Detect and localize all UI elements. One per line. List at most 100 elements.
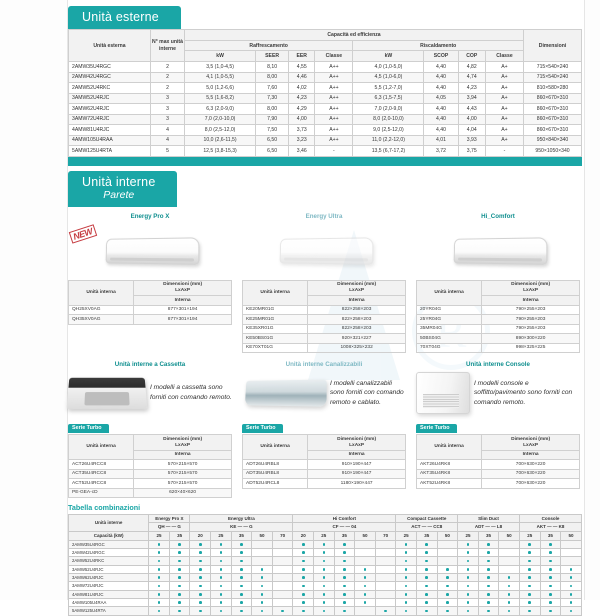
compatibility-dot-icon — [528, 609, 532, 613]
comb-cell — [395, 564, 417, 574]
combinations-table-head: Unità interne Energy Pro X Energy Ultra Hi … — [67, 513, 583, 541]
table-row: 4AMW81U4RJC 4 8,0 (2,5-12,0) 7,50 3,73 A++ 9,0… — [68, 124, 582, 136]
compatibility-dot-icon — [198, 551, 202, 554]
indoor-unit-code: AKT26U4RK8 — [415, 459, 483, 470]
comb-cell — [168, 589, 191, 599]
wall-mounted-unit-icon — [453, 237, 548, 265]
compatibility-dot-icon — [466, 576, 470, 580]
outdoor-dimensions: 860×670×310 — [523, 113, 582, 126]
comb-cell — [210, 572, 232, 583]
th-comb-group: Energy Ultra — [189, 513, 294, 524]
comb-cell — [354, 581, 376, 591]
outdoor-heating-class: A+ — [484, 113, 525, 126]
type-unit-image — [66, 370, 148, 416]
wall-mounted-unit-icon — [279, 237, 374, 265]
comb-outdoor-unit-code: 2AMW52U4RKC — [67, 556, 150, 566]
type-2-dimensions-table: Unità interna Dimensioni (mm) LxAxP Interna… — [415, 434, 580, 489]
outdoor-seer: 6,50 — [255, 145, 290, 157]
indoor-unit-code: KE35XR01G — [241, 323, 309, 335]
outdoor-dimensions: 950×1050×340 — [523, 145, 582, 157]
outdoor-scop: 4,05 — [423, 92, 459, 105]
wall-card-title: Hi_Comfort — [481, 212, 515, 220]
compatibility-dot-icon — [301, 593, 305, 596]
th-comb-group-code: ADT — — L8 — [457, 522, 520, 532]
comb-cell — [354, 556, 376, 566]
outdoor-dimensions: 860×670×310 — [523, 92, 582, 105]
table-row: AKT35U4RK8 700×630×220 — [415, 468, 580, 480]
compatibility-dot-icon — [240, 584, 243, 588]
compatibility-dot-icon — [528, 601, 532, 605]
comb-outdoor-unit-code: 3AMW52U4RJC — [67, 564, 150, 574]
outdoor-max-units: 4 — [150, 124, 185, 136]
comb-cell — [189, 581, 212, 591]
table-row: PE-GEA-cD 620×40×620 — [67, 487, 232, 499]
compatibility-dot-icon — [466, 551, 470, 554]
compatibility-dot-icon — [425, 609, 429, 613]
outdoor-cop: 4,23 — [457, 82, 486, 94]
comb-cell — [271, 581, 294, 591]
outdoor-heating-kw: 8,0 (2,0-10,0) — [352, 113, 425, 126]
comb-cell — [354, 564, 376, 574]
outdoor-dimensions: 715×540×240 — [523, 61, 582, 73]
outdoor-max-units: 3 — [150, 113, 185, 126]
wall-unit-cards: Energy Pro X NEW Unità interna Dimensioni (… — [67, 212, 584, 354]
compatibility-dot-icon — [301, 568, 305, 571]
compatibility-dot-icon — [507, 593, 511, 596]
compatibility-dot-icon — [240, 559, 243, 563]
table-row: ACT35U4RCC8 570×215×570 — [67, 468, 232, 480]
outdoor-heating-class: A+ — [484, 92, 525, 105]
th-indoor-dimensions: Dimensioni (mm) LxAxP — [481, 279, 580, 297]
comb-cell — [560, 539, 582, 549]
comb-cell — [560, 606, 582, 616]
table-row: 2AMW52U4RKC 2 5,0 (1,2-6,6) 7,60 4,02 A++ 5,5 … — [68, 82, 582, 94]
comb-cell — [333, 547, 356, 558]
combinations-table: Unità interne Energy Pro X Energy Ultra Hi … — [67, 513, 583, 616]
outdoor-scop: 3,72 — [423, 145, 459, 157]
outdoor-cooling-class: A++ — [314, 103, 354, 115]
comb-cell — [168, 547, 191, 558]
compatibility-dot-icon — [549, 593, 552, 596]
table-row: 2AMW42U4RGC 2 4,1 (1,0-5,5) 8,00 4,46 A++ 4,5 … — [68, 71, 582, 84]
comb-cell — [539, 547, 562, 558]
indoor-unit-dimensions: 700×630×220 — [481, 478, 580, 489]
table-row: KE35XR01G 822×258×203 — [241, 323, 406, 335]
comb-cell — [395, 581, 417, 591]
comb-outdoor-unit-code: 5AMW125U4RTA — [67, 606, 150, 616]
comb-cell — [374, 589, 397, 599]
th-comb-group: Energy Pro X — [148, 513, 191, 524]
comb-outdoor-unit-code: 4AMW81U4RJC — [67, 589, 150, 599]
comb-cell — [477, 564, 500, 574]
comb-cell — [168, 581, 191, 591]
comb-cell — [271, 564, 294, 574]
comb-cell — [415, 581, 438, 591]
comb-cell — [148, 581, 170, 591]
th-indoor-dimensions: Dimensioni (mm) LxAxP — [481, 434, 580, 451]
type-card-note: I modelli console e soffitto/pavimento s… — [474, 379, 573, 407]
comb-cell — [168, 572, 191, 583]
compatibility-dot-icon — [487, 568, 490, 571]
comb-cell — [210, 589, 232, 599]
compatibility-dot-icon — [157, 559, 161, 563]
compatibility-dot-icon — [240, 576, 243, 580]
comb-cell — [436, 589, 459, 599]
th-heating: Riscaldamento — [352, 39, 524, 52]
outdoor-cop: 4,43 — [457, 103, 486, 115]
th-comb-capacity: 25 — [395, 530, 417, 541]
comb-cell — [292, 581, 314, 591]
type-card-title: Unità interne Canalizzabili — [285, 361, 363, 369]
outdoor-cooling-class: A++ — [314, 113, 354, 126]
comb-cell — [333, 581, 356, 591]
th-indoor-interna: Interna — [133, 295, 232, 306]
comb-cell — [354, 606, 376, 616]
comb-cell — [210, 581, 232, 591]
table-body: KE20MR01G 822×258×203 KE25MR01G 822×258×203… — [241, 304, 406, 354]
table-row: KE50BS01G 920×321×227 — [241, 333, 406, 344]
table-row: ADT26U4RBL8 910×190×447 — [241, 459, 406, 470]
indoor-unit-dimensions: 890×300×220 — [481, 333, 580, 344]
outdoor-cop: 4,82 — [457, 61, 486, 73]
section-title-outdoor: Unità esterne — [82, 10, 159, 24]
compatibility-dot-icon — [404, 609, 408, 613]
comb-cell — [560, 572, 582, 583]
outdoor-cooling-kw: 10,0 (2,6-11,5) — [183, 134, 257, 147]
compatibility-dot-icon — [301, 559, 305, 563]
